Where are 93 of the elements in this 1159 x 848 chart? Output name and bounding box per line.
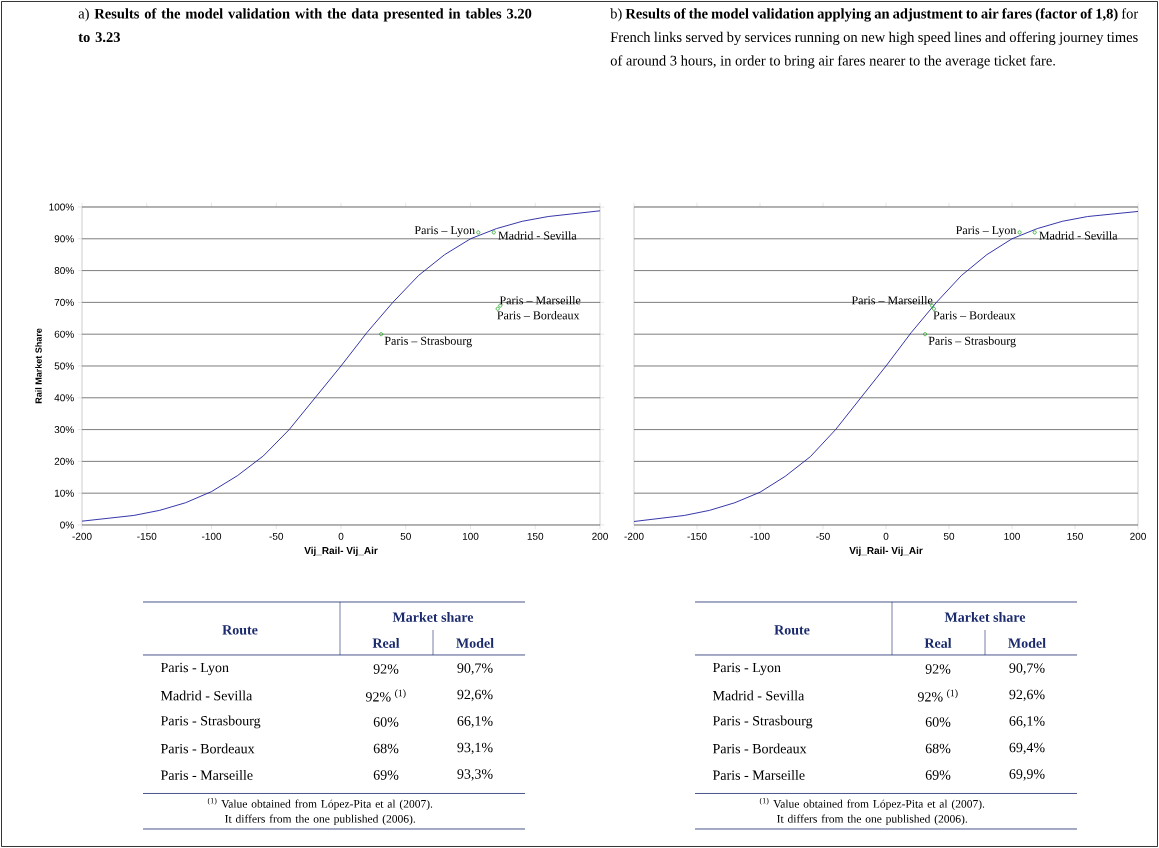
text: 68% xyxy=(373,743,399,754)
text: 92% xyxy=(373,664,399,674)
text: 90,7% xyxy=(457,663,493,675)
x-tick-label: -100 xyxy=(750,532,770,540)
text: 66,1% xyxy=(457,716,493,728)
point xyxy=(379,332,384,337)
text: Paris - Lyon xyxy=(160,662,229,676)
text: Paris - Marseille xyxy=(160,770,253,780)
text: 92% $^{(1)}$ xyxy=(917,689,958,702)
y-tick-label: 100% xyxy=(49,203,74,211)
y-tick-label: 90% xyxy=(54,235,74,243)
text: Paris - Bordeaux xyxy=(712,743,807,754)
text: $^{(1)}$ Value obtained from López-Pita et al (2007). It differs from the one published (2006). xyxy=(759,797,985,826)
point xyxy=(491,230,496,235)
chart-title: a) Results of the model validation with the data presented in tables 3.20 to 3.23 xyxy=(78,8,532,43)
y-axis-title: Rail Market Share xyxy=(35,328,42,404)
text: 93,3% xyxy=(457,769,493,781)
point xyxy=(1032,230,1037,235)
x-tick-label: 150 xyxy=(527,532,544,540)
x-tick-label: 50 xyxy=(400,532,411,540)
y-tick-label: 10% xyxy=(54,489,74,497)
text: Real xyxy=(372,638,400,648)
annotation: Paris – Lyon xyxy=(956,226,1017,237)
point xyxy=(495,306,500,311)
text: $^{(1)}$ Value obtained from López-Pita et al (2007). It differs from the one published (2006). xyxy=(207,797,433,826)
x-tick-label: 0 xyxy=(338,532,344,540)
text: Route xyxy=(774,625,810,635)
text: 92,6% xyxy=(1009,689,1045,702)
text: Real xyxy=(924,638,952,648)
x-tick-label: -150 xyxy=(687,532,707,540)
x-tick-label: 200 xyxy=(1130,532,1146,540)
y-tick-label: 70% xyxy=(54,298,74,306)
text: 90,7% xyxy=(1009,663,1045,675)
text: Madrid - Sevilla xyxy=(160,690,253,701)
point xyxy=(923,332,928,337)
text: 93,1% xyxy=(457,742,493,755)
x-tick-label: -200 xyxy=(624,532,644,540)
annotation: Paris – Bordeaux xyxy=(933,310,1016,320)
annotation: Paris – Bordeaux xyxy=(497,310,580,320)
x-tick-label: 200 xyxy=(592,532,608,540)
text: Madrid - Sevilla xyxy=(712,690,805,701)
x-tick-label: -100 xyxy=(201,532,222,540)
annotation: Paris – Lyon xyxy=(414,226,475,237)
x-tick-label: 100 xyxy=(462,532,479,540)
annotation: Paris – Marseille xyxy=(499,295,581,305)
text: 66,1% xyxy=(1009,716,1045,728)
text: Route xyxy=(222,625,258,635)
annotation: Paris – Strasbourg xyxy=(384,336,472,348)
x-tick-label: 0 xyxy=(883,532,889,540)
x-axis-title: Vij_Rail- Vij_Air xyxy=(849,546,923,557)
y-tick-label: 40% xyxy=(54,394,74,402)
annotation: Madrid - Sevilla xyxy=(498,231,577,240)
y-tick-label: 60% xyxy=(54,330,74,338)
text: 92% xyxy=(925,664,951,674)
y-tick-label: 30% xyxy=(54,426,74,434)
x-tick-label: -200 xyxy=(72,532,92,540)
x-axis-title: Vij_Rail- Vij_Air xyxy=(304,546,378,557)
point xyxy=(1017,230,1022,235)
x-tick-label: 150 xyxy=(1067,532,1083,540)
chart-title: b) Results of the model validation applying an adjustment to air fares (factor of 1,8) for French links served by services running on new high speed lines and offering journey times of around 3 hours, in order to bring air fares nearer to the average ticket fare. xyxy=(610,8,1139,69)
y-tick-label: 0% xyxy=(60,521,74,529)
text: 60% xyxy=(925,717,951,727)
text: Paris - Bordeaux xyxy=(160,743,255,754)
line-series xyxy=(82,210,601,522)
text: 69,9% xyxy=(1009,769,1045,781)
text: Paris - Marseille xyxy=(712,770,805,780)
text: 92,6% xyxy=(457,689,493,702)
text: Paris - Strasbourg xyxy=(712,715,813,729)
y-tick-label: 80% xyxy=(54,267,74,275)
text: 69% xyxy=(373,770,399,780)
x-tick-label: -50 xyxy=(269,532,284,540)
point xyxy=(931,306,936,311)
annotation: Paris – Strasbourg xyxy=(928,336,1016,348)
text: Paris - Lyon xyxy=(712,662,781,676)
text: Paris - Strasbourg xyxy=(160,715,261,729)
x-tick-label: 50 xyxy=(943,532,955,540)
text: Model xyxy=(1008,638,1046,648)
x-tick-label: -150 xyxy=(137,532,157,540)
x-tick-label: 100 xyxy=(1004,532,1020,540)
text: Model xyxy=(456,638,494,648)
y-tick-label: 20% xyxy=(54,457,74,465)
text: Market share xyxy=(944,612,1026,622)
y-tick-label: 50% xyxy=(54,362,74,370)
text: 60% xyxy=(373,717,399,727)
annotation: Madrid - Sevilla xyxy=(1039,231,1118,240)
text: 69% xyxy=(925,770,951,780)
x-tick-label: -50 xyxy=(816,532,830,540)
point xyxy=(476,230,481,235)
text: 68% xyxy=(925,743,951,754)
text: 92% $^{(1)}$ xyxy=(365,689,406,702)
text: 69,4% xyxy=(1009,742,1045,755)
annotation: Paris – Marseille xyxy=(851,295,933,305)
text: Market share xyxy=(392,612,474,622)
